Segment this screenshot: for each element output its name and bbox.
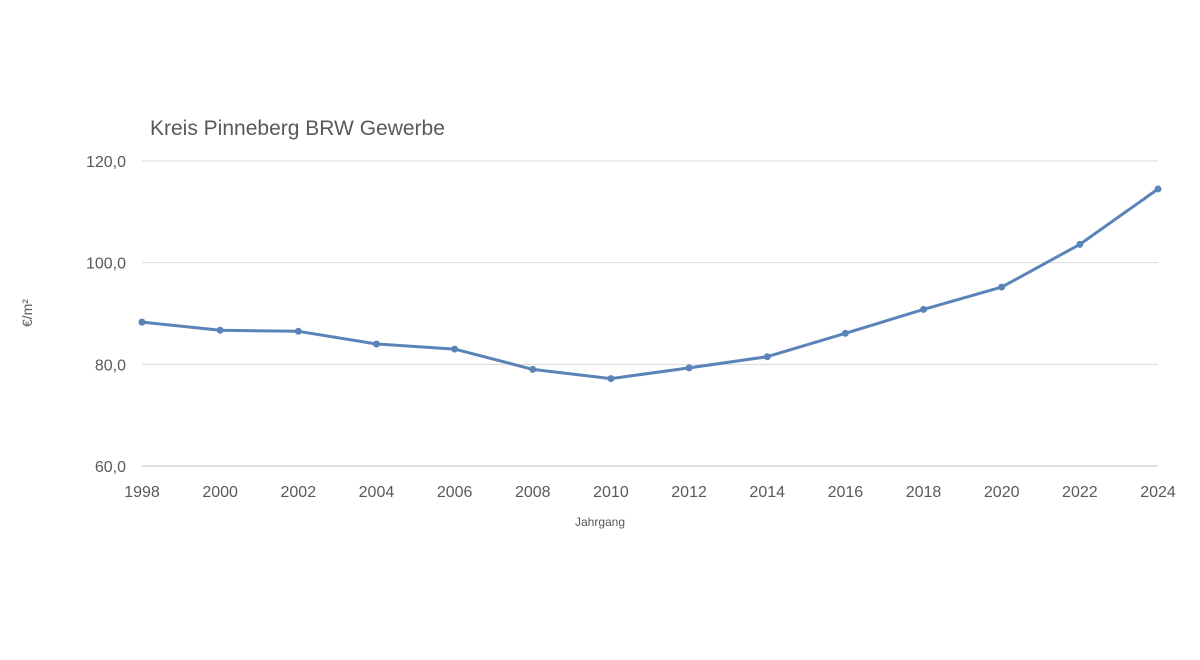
x-tick-label: 2010 [593,484,629,501]
data-point [841,329,849,337]
x-tick-label: 2016 [828,484,864,501]
data-point [1076,240,1084,248]
data-point [685,364,693,372]
data-point [607,375,615,383]
x-tick-label: 2014 [749,484,785,501]
data-point [998,283,1006,291]
y-axis-label: €/m² [19,299,35,327]
data-point [920,305,928,313]
x-tick-label: 2020 [984,484,1020,501]
x-tick-label: 1998 [124,484,160,501]
x-tick-label: 2008 [515,484,551,501]
data-point [138,318,146,326]
series-line [140,187,1160,381]
x-tick-label: 2002 [281,484,317,501]
data-point [529,365,537,373]
y-tick-labels: 60,0 80,0 100,0 120,0 [86,154,126,476]
chart-title: Kreis Pinneberg BRW Gewerbe [150,117,445,140]
data-point [216,326,224,334]
y-tick-label: 60,0 [95,459,126,476]
y-tick-label: 100,0 [86,256,126,273]
x-tick-label: 2012 [671,484,707,501]
x-tick-label: 2022 [1062,484,1098,501]
x-tick-label: 2004 [359,484,395,501]
x-axis-label: Jahrgang [575,515,625,529]
y-tick-label: 120,0 [86,154,126,171]
x-tick-labels: 1998 2000 2002 2004 2006 2008 2010 2012 2014 2016… [124,484,1176,501]
y-tick-label: 80,0 [95,357,126,374]
data-point [372,340,380,348]
data-point [451,345,459,353]
data-point [294,327,302,335]
gridlines [142,160,1158,467]
x-tick-label: 2024 [1140,484,1176,501]
data-point [1154,185,1162,193]
x-tick-label: 2018 [906,484,942,501]
x-tick-label: 2000 [202,484,238,501]
data-point [763,353,771,361]
series-line-group [138,185,1162,383]
x-tick-label: 2006 [437,484,473,501]
